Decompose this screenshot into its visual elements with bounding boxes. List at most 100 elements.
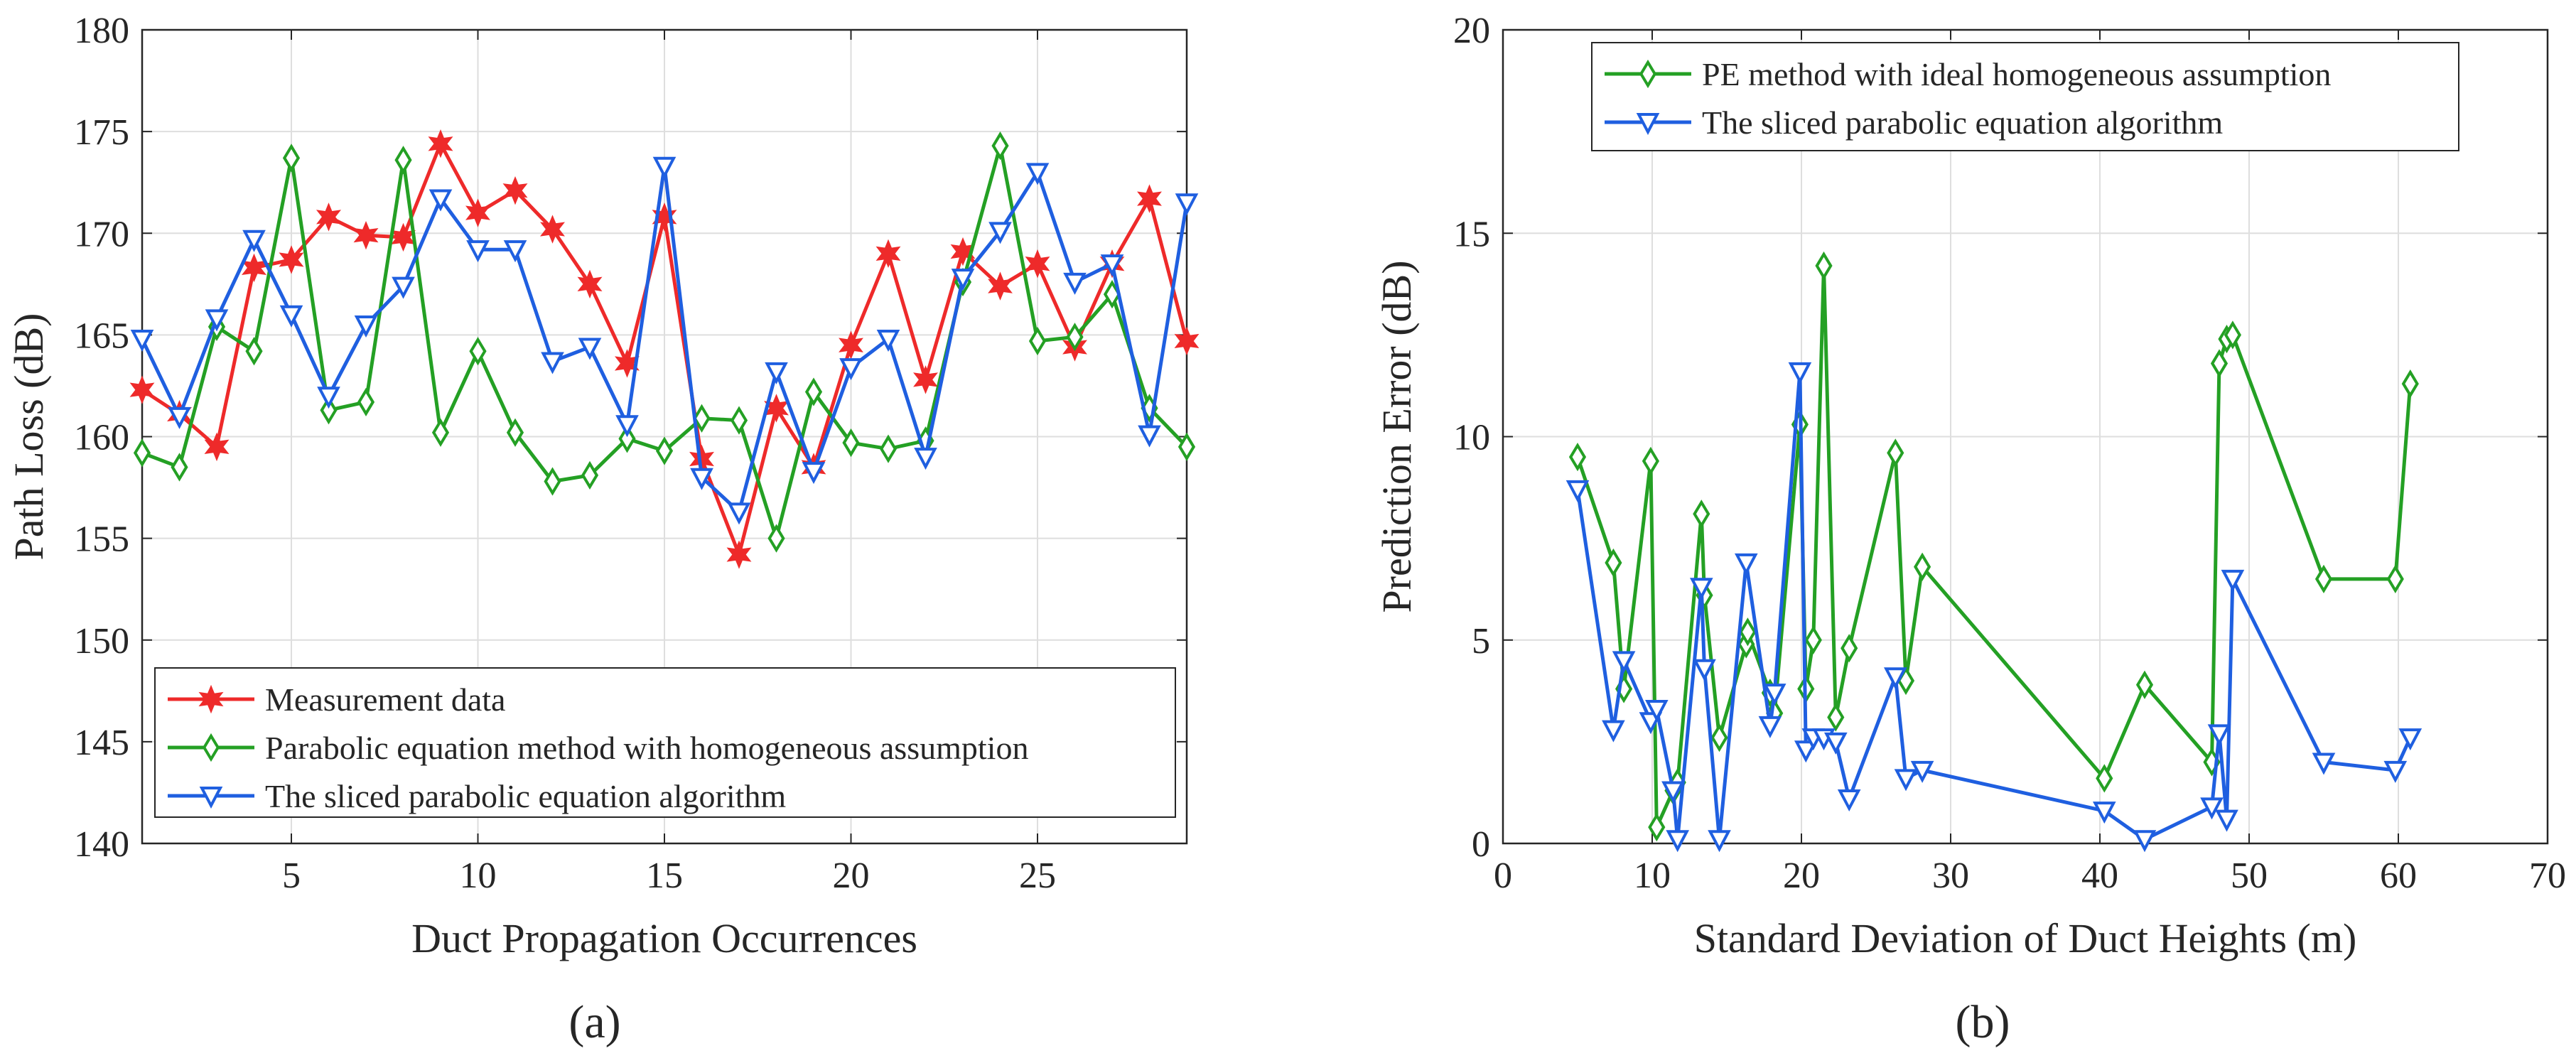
x-tick-label: 25 xyxy=(1019,856,1056,896)
data-point-measurement-data xyxy=(465,198,490,227)
data-point-the-sliced-parabolic-equation-algorithm xyxy=(1794,740,1818,763)
data-point-the-sliced-parabolic-equation-algorithm xyxy=(503,240,527,263)
data-point-the-sliced-parabolic-equation-algorithm xyxy=(765,362,788,384)
data-point-measurement-data xyxy=(875,239,901,269)
data-point-the-sliced-parabolic-equation-algorithm xyxy=(2207,724,2231,747)
data-point-pe-method-with-ideal-homogeneous-assumption xyxy=(2210,349,2229,378)
data-point-the-sliced-parabolic-equation-algorithm xyxy=(839,358,863,381)
data-point-parabolic-equation-method-with-homogeneous-assumption xyxy=(282,144,301,173)
y-tick-label: 150 xyxy=(74,621,129,662)
x-tick-label: 10 xyxy=(460,856,497,896)
y-axis-label: Prediction Error (dB) xyxy=(1374,260,1420,613)
x-tick-label: 30 xyxy=(1932,856,1969,896)
data-point-the-sliced-parabolic-equation-algorithm xyxy=(1666,830,1690,853)
x-tick-label: 0 xyxy=(1494,856,1512,896)
y-tick-label: 170 xyxy=(74,214,129,254)
data-point-the-sliced-parabolic-equation-algorithm xyxy=(1100,254,1124,277)
data-point-the-sliced-parabolic-equation-algorithm xyxy=(951,269,975,291)
data-point-measurement-data xyxy=(353,220,379,250)
data-point-parabolic-equation-method-with-homogeneous-assumption xyxy=(245,337,263,366)
data-point-the-sliced-parabolic-equation-algorithm xyxy=(652,156,677,179)
data-point-the-sliced-parabolic-equation-algorithm xyxy=(1612,651,1636,674)
y-tick-label: 145 xyxy=(74,723,129,763)
data-point-the-sliced-parabolic-equation-algorithm xyxy=(1693,659,1716,681)
data-point-measurement-data xyxy=(988,271,1013,301)
legend-entry: PE method with ideal homogeneous assumpt… xyxy=(1702,56,2331,92)
data-point-the-sliced-parabolic-equation-algorithm xyxy=(727,502,751,525)
x-tick-label: 10 xyxy=(1634,856,1671,896)
x-tick-label: 20 xyxy=(833,856,870,896)
data-point-the-sliced-parabolic-equation-algorithm xyxy=(1138,425,1161,448)
y-tick-label: 0 xyxy=(1472,824,1490,865)
data-point-the-sliced-parabolic-equation-algorithm xyxy=(1734,553,1758,576)
chart-panel-a: 5 10 15 20 25 140 145 150 155 160 165 170 175 180 Duct… xyxy=(6,11,1200,961)
data-point-pe-method-with-ideal-homogeneous-assumption xyxy=(1827,703,1845,732)
y-tick-label: 175 xyxy=(74,112,129,153)
data-point-the-sliced-parabolic-equation-algorithm xyxy=(242,230,266,252)
data-point-pe-method-with-ideal-homogeneous-assumption xyxy=(1739,617,1757,647)
data-point-the-sliced-parabolic-equation-algorithm xyxy=(1063,272,1087,295)
chart-panel-b: 0 10 20 30 40 50 60 70 0 5 10 15 20 Standard Deviatio… xyxy=(1374,11,2566,961)
x-tick-label: 70 xyxy=(2529,856,2566,896)
data-point-the-sliced-parabolic-equation-algorithm xyxy=(1175,193,1199,216)
data-point-the-sliced-parabolic-equation-algorithm xyxy=(1910,760,1934,783)
legend-swatch-marker xyxy=(199,786,223,809)
x-axis-label: Duct Propagation Occurrences xyxy=(411,915,917,961)
data-point-the-sliced-parabolic-equation-algorithm xyxy=(1565,480,1590,502)
data-point-pe-method-with-ideal-homogeneous-assumption xyxy=(1648,812,1666,842)
data-point-the-sliced-parabolic-equation-algorithm xyxy=(279,305,303,328)
data-point-the-sliced-parabolic-equation-algorithm xyxy=(1788,362,1812,384)
data-point-measurement-data xyxy=(316,203,342,232)
legend-entry: The sliced parabolic equation algorithm xyxy=(265,778,786,814)
data-point-the-sliced-parabolic-equation-algorithm xyxy=(2215,809,2238,832)
x-axis-label: Standard Deviation of Duct Heights (m) xyxy=(1694,915,2357,961)
data-point-measurement-data xyxy=(502,176,528,205)
data-point-pe-method-with-ideal-homogeneous-assumption xyxy=(2314,564,2333,594)
data-point-measurement-data xyxy=(913,365,938,394)
data-point-pe-method-with-ideal-homogeneous-assumption xyxy=(1804,625,1822,654)
data-point-parabolic-equation-method-with-homogeneous-assumption xyxy=(1028,326,1047,356)
y-tick-label: 5 xyxy=(1472,621,1490,662)
data-point-measurement-data xyxy=(428,129,453,158)
data-point-parabolic-equation-method-with-homogeneous-assumption xyxy=(506,418,524,447)
caption-a: (a) xyxy=(568,996,620,1048)
y-axis-label: Path Loss (dB) xyxy=(6,313,52,561)
data-point-the-sliced-parabolic-equation-algorithm xyxy=(1689,578,1713,600)
data-point-the-sliced-parabolic-equation-algorithm xyxy=(205,309,229,332)
data-point-the-sliced-parabolic-equation-algorithm xyxy=(1837,789,1861,811)
data-point-the-sliced-parabolic-equation-algorithm xyxy=(1758,716,1782,738)
legend-swatch-marker xyxy=(198,684,224,714)
data-point-the-sliced-parabolic-equation-algorithm xyxy=(354,315,378,338)
data-point-measurement-data xyxy=(540,215,565,244)
data-point-parabolic-equation-method-with-homogeneous-assumption xyxy=(581,460,599,490)
data-point-the-sliced-parabolic-equation-algorithm xyxy=(429,189,453,212)
data-point-pe-method-with-ideal-homogeneous-assumption xyxy=(1710,723,1728,752)
data-point-parabolic-equation-method-with-homogeneous-assumption xyxy=(618,424,636,453)
data-point-parabolic-equation-method-with-homogeneous-assumption xyxy=(1066,323,1084,352)
data-point-the-sliced-parabolic-equation-algorithm xyxy=(2312,752,2336,775)
legend-swatch-marker xyxy=(1636,112,1660,135)
data-point-parabolic-equation-method-with-homogeneous-assumption xyxy=(469,337,487,366)
data-point-the-sliced-parabolic-equation-algorithm xyxy=(1823,732,1848,755)
legend-entry: The sliced parabolic equation algorithm xyxy=(1702,104,2223,141)
y-tick-label: 160 xyxy=(74,418,129,458)
data-point-the-sliced-parabolic-equation-algorithm xyxy=(2398,728,2423,751)
y-tick-label: 20 xyxy=(1453,11,1490,51)
y-tick-label: 15 xyxy=(1453,214,1490,254)
data-point-pe-method-with-ideal-homogeneous-assumption xyxy=(1841,634,1858,663)
x-tick-label: 40 xyxy=(2081,856,2118,896)
data-point-the-sliced-parabolic-equation-algorithm xyxy=(1883,667,1907,690)
data-point-measurement-data xyxy=(1137,184,1162,213)
legend-entry: Parabolic equation method with homogeneo… xyxy=(265,730,1028,766)
data-point-the-sliced-parabolic-equation-algorithm xyxy=(988,222,1012,244)
data-point-pe-method-with-ideal-homogeneous-assumption xyxy=(1914,552,1931,581)
data-point-the-sliced-parabolic-equation-algorithm xyxy=(2133,830,2157,853)
data-point-the-sliced-parabolic-equation-algorithm xyxy=(541,352,564,374)
data-point-measurement-data xyxy=(1174,326,1200,356)
data-point-measurement-data xyxy=(1025,249,1050,279)
data-point-parabolic-equation-method-with-homogeneous-assumption xyxy=(357,387,375,416)
data-point-measurement-data xyxy=(577,269,603,299)
data-point-measurement-data xyxy=(726,540,752,569)
data-point-pe-method-with-ideal-homogeneous-assumption xyxy=(1815,251,1833,281)
